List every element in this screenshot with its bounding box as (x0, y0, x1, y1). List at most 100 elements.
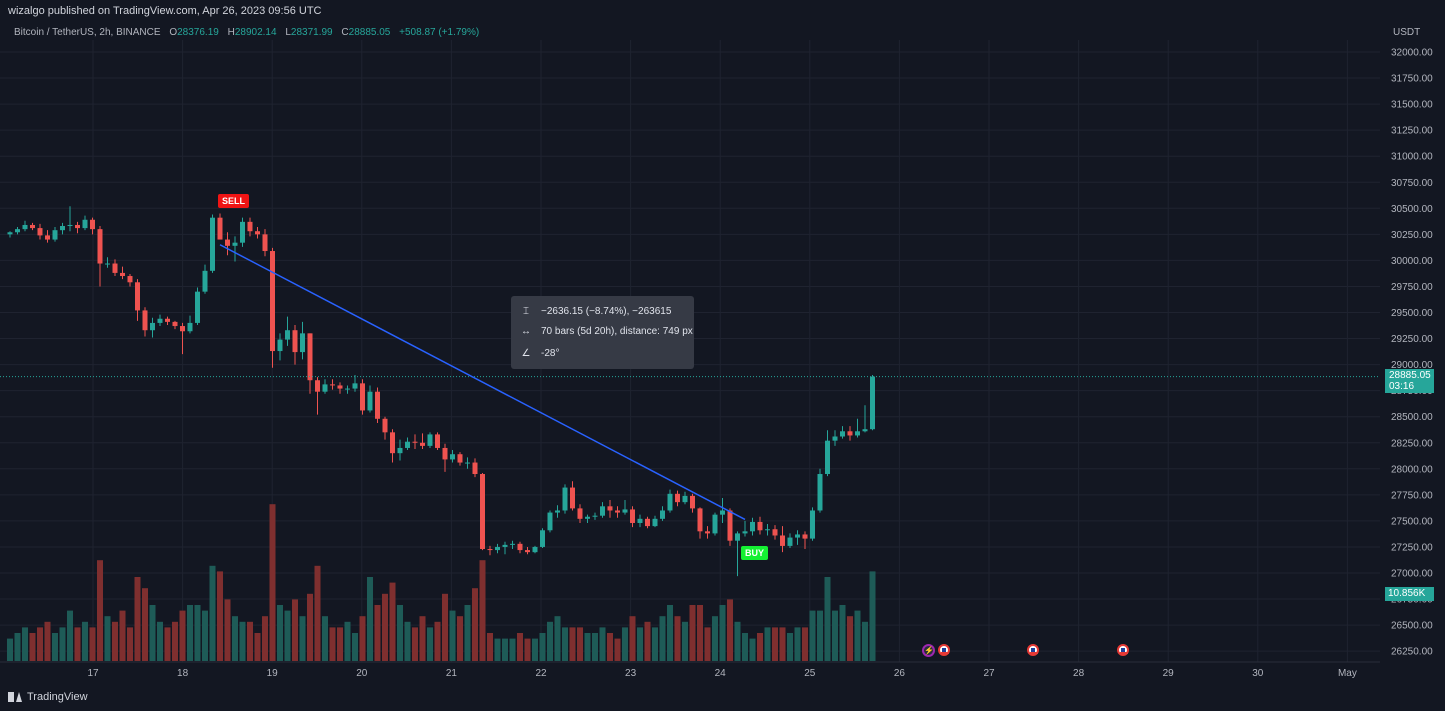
volume-bar (667, 605, 673, 661)
brand-name: TradingView (27, 691, 88, 703)
volume-bar (374, 605, 381, 661)
volume-bar (112, 621, 118, 661)
time-tick-label: 27 (983, 668, 995, 679)
volume-bar (742, 633, 748, 661)
chart-canvas[interactable]: USDT 32000.00 31750.00 31500.00 31250.00 3100… (0, 22, 1445, 686)
bars-text: 70 bars (5d 20h), distance: 749 px (541, 325, 693, 337)
price-axis[interactable]: USDT 32000.00 31750.00 31500.00 31250.00 3100… (1380, 22, 1445, 686)
candle-body (675, 493, 680, 503)
candle-body (562, 487, 568, 511)
low-value: 28371.99 (290, 27, 333, 38)
volume-bar (52, 633, 58, 661)
last-price-value: 28885.05 (1389, 370, 1431, 381)
time-axis[interactable]: 17 18 19 20 21 22 23 24 25 26 27 28 29 30 May (0, 661, 1380, 679)
volume-bar (622, 627, 628, 661)
candle-body (52, 230, 58, 240)
volume-bar (862, 621, 868, 661)
volume-bar (629, 616, 636, 661)
candle-body (645, 518, 650, 527)
us-flag-icon[interactable] (938, 644, 950, 656)
candle-body (585, 516, 590, 519)
price-tick-label: 31250.00 (1391, 126, 1433, 137)
lightning-icon[interactable]: ⚡ (922, 644, 935, 657)
candle-body (607, 506, 613, 511)
volume-bar (82, 621, 88, 661)
volume-bar (59, 627, 66, 661)
candle-body (217, 217, 223, 240)
publisher-info: wizalgo published on TradingView.com, Ap… (8, 5, 322, 17)
candle-body (517, 543, 523, 551)
symbol-legend: Bitcoin / TetherUS, 2h, BINANCE O28376.1… (14, 27, 479, 38)
volume-bar (209, 565, 216, 661)
candle-body (862, 429, 868, 432)
candle-body (150, 322, 155, 331)
volume-bar (314, 565, 321, 661)
volume-bar (187, 605, 193, 661)
volume-bar (494, 638, 501, 661)
us-flag-icon[interactable] (1027, 644, 1039, 656)
candle-body (330, 384, 335, 386)
price-tick-label: 31500.00 (1391, 100, 1433, 111)
candle-body (795, 534, 800, 538)
volume-bar (97, 560, 103, 661)
volume-bar (119, 610, 126, 661)
bars-row: ↔ 70 bars (5d 20h), distance: 749 px (520, 324, 693, 338)
candles (7, 206, 875, 577)
volume-bar (764, 627, 771, 661)
vertical-range-icon: ⌶ (523, 305, 529, 317)
volume-bar (502, 638, 508, 661)
candle-body (382, 418, 388, 433)
candle-body (772, 529, 778, 536)
candle-body (292, 330, 298, 353)
candle-body (840, 431, 845, 437)
trendline[interactable] (219, 244, 746, 521)
volume-bar (464, 605, 471, 661)
candle-body (615, 510, 620, 513)
volume-bar (404, 621, 411, 661)
volume-bar (824, 577, 831, 661)
candle-body (487, 549, 493, 551)
candle-body (652, 518, 658, 527)
volume-bar (277, 605, 283, 661)
candle-body (210, 217, 215, 271)
candle-body (307, 333, 313, 381)
volume-bar (839, 605, 846, 661)
volume-bar (29, 633, 36, 661)
volume-bar (697, 605, 703, 661)
volume-bar (89, 627, 96, 661)
volume-bar (562, 627, 568, 661)
time-tick-label: 17 (87, 668, 99, 679)
us-flag-icon[interactable] (1117, 644, 1129, 656)
candle-body (630, 509, 635, 523)
candle-body (705, 531, 710, 534)
time-tick-label: 22 (535, 668, 547, 679)
candle-body (832, 436, 838, 441)
volume-bar (689, 605, 696, 661)
price-range-text: −2636.15 (−8.74%), −263615 (541, 305, 672, 317)
volume-bar (292, 599, 298, 661)
candle-body (502, 544, 508, 547)
volume-bar (104, 616, 111, 661)
time-tick-label: 29 (1163, 668, 1175, 679)
candle-body (435, 434, 440, 448)
candle-body (667, 493, 673, 511)
volume-bar (472, 588, 478, 661)
volume-bar (832, 610, 838, 661)
volume-bar (217, 571, 223, 661)
tradingview-brand[interactable]: TradingView (8, 691, 88, 703)
candle-body (525, 550, 530, 553)
volume-bar (299, 616, 306, 661)
candle-body (232, 242, 238, 246)
candle-body (690, 495, 695, 509)
volume-bar (644, 621, 651, 661)
candle-body (592, 515, 598, 517)
price-tick-label: 28250.00 (1391, 438, 1433, 449)
horizontal-range-icon: ↔ (521, 325, 531, 337)
volume-bar (194, 605, 201, 661)
volume-bar (599, 627, 606, 661)
candle-body (420, 442, 425, 446)
volume-bars (7, 504, 876, 661)
time-tick-label: May (1338, 668, 1357, 679)
volume-bar (847, 616, 853, 661)
volume-bar (74, 627, 81, 661)
